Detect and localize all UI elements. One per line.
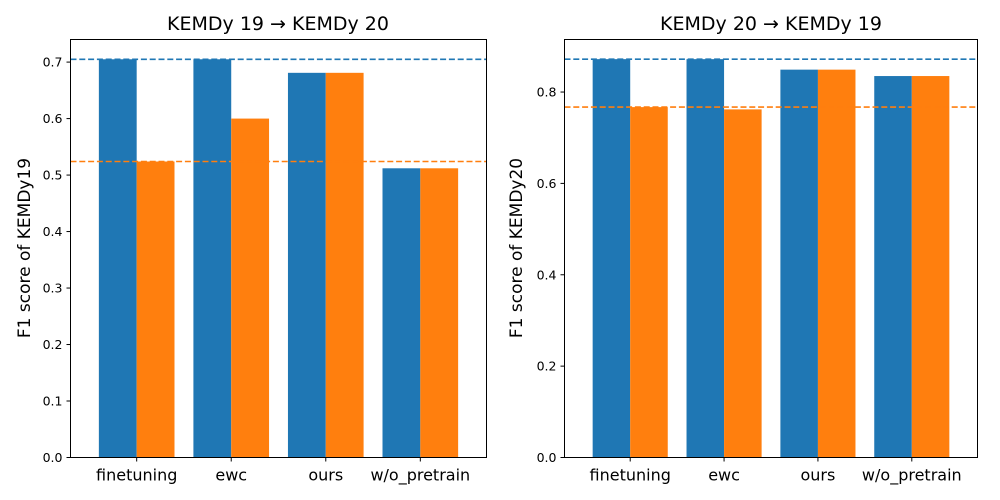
y-tick-label: 0.0 [43,450,63,465]
plot-frame [70,39,487,458]
bar-w-o-pretrain-series-2 [420,168,459,458]
y-axis-label: F1 score of KEMDy19 [15,158,35,338]
x-tick-label: finetuning [96,466,177,485]
reference-lines [70,58,487,163]
reference-lines [564,58,978,108]
chart-panel-right: KEMDy 20 → KEMDy 19 F1 score of KEMDy20 … [507,13,978,486]
bar-ours-series-1 [287,72,326,458]
bar-group [592,59,950,458]
bar-finetuning-series-1 [98,59,137,458]
bar-w-o-pretrain-series-2 [911,76,950,458]
x-axis-ticks: finetuning ewc ours w/o_pretrain [590,457,962,486]
bar-ewc-series-2 [231,118,270,458]
plot-frame [564,39,978,458]
y-tick-label: 0.4 [43,224,63,239]
x-tick-label: w/o_pretrain [370,466,470,486]
x-tick-label: w/o_pretrain [862,466,962,486]
bar-ewc-series-1 [193,59,232,458]
y-tick-label: 0.7 [43,55,63,70]
y-tick-label: 0.5 [43,168,63,183]
chart-title: KEMDy 19 → KEMDy 20 [167,13,389,35]
y-tick-label: 0.3 [43,281,63,296]
x-tick-label: ours [801,466,836,485]
bar-w-o-pretrain-series-1 [382,168,421,458]
y-axis-label: F1 score of KEMDy20 [507,158,527,338]
y-tick-label: 0.0 [537,450,557,465]
bar-w-o-pretrain-series-1 [874,76,912,458]
x-tick-label: ewc [708,466,740,485]
x-tick-label: finetuning [590,466,671,485]
x-tick-label: ours [308,466,343,485]
bar-finetuning-series-2 [630,107,668,458]
y-tick-label: 0.2 [43,337,63,352]
bar-ewc-series-2 [724,109,762,458]
bar-finetuning-series-1 [592,59,631,458]
y-tick-label: 0.8 [537,85,557,100]
y-axis-ticks: 0.0 0.1 0.2 0.3 0.4 0.5 0.6 0.7 [43,55,71,465]
bar-ours-series-2 [817,69,856,458]
bar-finetuning-series-2 [136,161,175,458]
x-axis-ticks: finetuning ewc ours w/o_pretrain [96,457,470,486]
bar-ewc-series-1 [686,59,725,458]
x-tick-label: ewc [215,466,247,485]
y-tick-label: 0.6 [43,111,63,126]
chart-title: KEMDy 20 → KEMDy 19 [660,13,882,35]
y-tick-label: 0.2 [537,359,557,374]
bar-ours-series-1 [780,69,818,458]
y-axis-ticks: 0.0 0.2 0.4 0.6 0.8 [537,85,565,465]
y-tick-label: 0.6 [537,176,557,191]
y-tick-label: 0.1 [43,394,63,409]
bar-group [98,59,459,458]
y-tick-label: 0.4 [537,267,557,282]
chart-panel-left: KEMDy 19 → KEMDy 20 F1 score of KEMDy19 … [15,13,487,486]
bar-ours-series-2 [325,72,364,458]
